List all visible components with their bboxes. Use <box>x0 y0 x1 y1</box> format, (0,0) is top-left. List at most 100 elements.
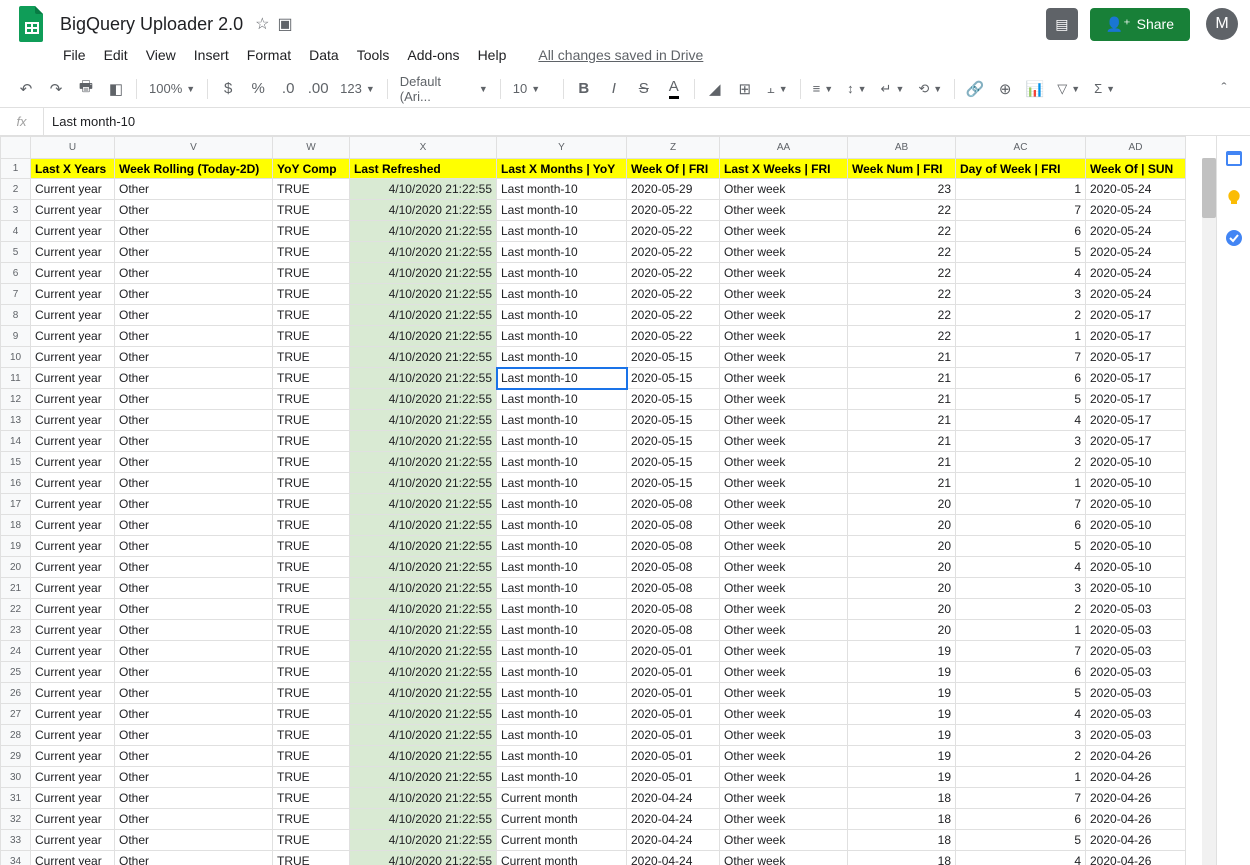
data-cell[interactable]: 4/10/2020 21:22:55 <box>350 620 497 641</box>
data-cell[interactable]: 4/10/2020 21:22:55 <box>350 536 497 557</box>
data-cell[interactable]: Last month-10 <box>497 200 627 221</box>
data-cell[interactable]: 2020-05-01 <box>627 767 720 788</box>
data-cell[interactable]: TRUE <box>273 284 350 305</box>
data-cell[interactable]: 4 <box>956 557 1086 578</box>
currency-icon[interactable]: $ <box>214 75 242 103</box>
data-cell[interactable]: 2020-05-22 <box>627 242 720 263</box>
data-cell[interactable]: TRUE <box>273 221 350 242</box>
header-cell[interactable]: Week Of | FRI <box>627 159 720 179</box>
data-cell[interactable]: 2020-05-08 <box>627 620 720 641</box>
header-cell[interactable]: Week Of | SUN <box>1086 159 1186 179</box>
chart-icon[interactable]: 📊 <box>1021 75 1049 103</box>
data-cell[interactable]: 2020-05-10 <box>1086 536 1186 557</box>
row-head-14[interactable]: 14 <box>1 431 31 452</box>
undo-icon[interactable]: ↶ <box>12 75 40 103</box>
data-cell[interactable]: Current year <box>31 599 115 620</box>
data-cell[interactable]: Last month-10 <box>497 599 627 620</box>
data-cell[interactable]: 2020-04-24 <box>627 830 720 851</box>
data-cell[interactable]: Current month <box>497 788 627 809</box>
data-cell[interactable]: Other week <box>720 767 848 788</box>
data-cell[interactable]: 4/10/2020 21:22:55 <box>350 179 497 200</box>
data-cell[interactable]: 2020-04-26 <box>1086 767 1186 788</box>
data-cell[interactable]: Other week <box>720 515 848 536</box>
data-cell[interactable]: 4 <box>956 851 1086 865</box>
data-cell[interactable]: Other <box>115 305 273 326</box>
data-cell[interactable]: 4/10/2020 21:22:55 <box>350 473 497 494</box>
data-cell[interactable]: 4/10/2020 21:22:55 <box>350 515 497 536</box>
data-cell[interactable]: 22 <box>848 284 956 305</box>
data-cell[interactable]: Other week <box>720 536 848 557</box>
data-cell[interactable]: 2020-05-15 <box>627 389 720 410</box>
data-cell[interactable]: TRUE <box>273 200 350 221</box>
data-cell[interactable]: Other <box>115 851 273 865</box>
data-cell[interactable]: 4/10/2020 21:22:55 <box>350 200 497 221</box>
decrease-decimal-icon[interactable]: .0 <box>274 75 302 103</box>
col-head-W[interactable]: W <box>273 137 350 159</box>
row-head-8[interactable]: 8 <box>1 305 31 326</box>
data-cell[interactable]: 18 <box>848 830 956 851</box>
data-cell[interactable]: Other <box>115 494 273 515</box>
data-cell[interactable]: Last month-10 <box>497 452 627 473</box>
data-cell[interactable]: TRUE <box>273 662 350 683</box>
data-cell[interactable]: 22 <box>848 200 956 221</box>
font-size-select[interactable]: 10▼ <box>507 81 557 96</box>
data-cell[interactable]: 18 <box>848 788 956 809</box>
data-cell[interactable]: Other week <box>720 305 848 326</box>
data-cell[interactable]: TRUE <box>273 179 350 200</box>
data-cell[interactable]: Current year <box>31 368 115 389</box>
data-cell[interactable]: 4/10/2020 21:22:55 <box>350 305 497 326</box>
data-cell[interactable]: Other week <box>720 389 848 410</box>
data-cell[interactable]: TRUE <box>273 263 350 284</box>
data-cell[interactable]: Other week <box>720 746 848 767</box>
col-head-Z[interactable]: Z <box>627 137 720 159</box>
data-cell[interactable]: 2020-05-08 <box>627 599 720 620</box>
data-cell[interactable]: TRUE <box>273 368 350 389</box>
data-cell[interactable]: Other <box>115 263 273 284</box>
data-cell[interactable]: Other week <box>720 641 848 662</box>
select-all-corner[interactable] <box>1 137 31 159</box>
data-cell[interactable]: Current year <box>31 578 115 599</box>
data-cell[interactable]: 21 <box>848 347 956 368</box>
row-head-25[interactable]: 25 <box>1 662 31 683</box>
data-cell[interactable]: 20 <box>848 620 956 641</box>
data-cell[interactable]: 4/10/2020 21:22:55 <box>350 641 497 662</box>
col-head-AA[interactable]: AA <box>720 137 848 159</box>
menu-view[interactable]: View <box>139 43 183 67</box>
data-cell[interactable]: Current year <box>31 620 115 641</box>
data-cell[interactable]: 2020-05-22 <box>627 284 720 305</box>
data-cell[interactable]: Other week <box>720 683 848 704</box>
data-cell[interactable]: 4/10/2020 21:22:55 <box>350 326 497 347</box>
data-cell[interactable]: 21 <box>848 452 956 473</box>
data-cell[interactable]: Current year <box>31 179 115 200</box>
data-cell[interactable]: Other week <box>720 200 848 221</box>
data-cell[interactable]: Current year <box>31 683 115 704</box>
data-cell[interactable]: Other <box>115 662 273 683</box>
sheets-logo[interactable] <box>12 4 52 44</box>
zoom-select[interactable]: 100%▼ <box>143 81 201 96</box>
data-cell[interactable]: 2020-05-15 <box>627 452 720 473</box>
data-cell[interactable]: Last month-10 <box>497 431 627 452</box>
row-head-2[interactable]: 2 <box>1 179 31 200</box>
data-cell[interactable]: 7 <box>956 494 1086 515</box>
data-cell[interactable]: Last month-10 <box>497 242 627 263</box>
data-cell[interactable]: 21 <box>848 389 956 410</box>
data-cell[interactable]: TRUE <box>273 347 350 368</box>
data-cell[interactable]: 2 <box>956 452 1086 473</box>
data-cell[interactable]: 2020-05-10 <box>1086 515 1186 536</box>
row-head-13[interactable]: 13 <box>1 410 31 431</box>
col-head-U[interactable]: U <box>31 137 115 159</box>
data-cell[interactable]: 4/10/2020 21:22:55 <box>350 578 497 599</box>
link-icon[interactable]: 🔗 <box>961 75 989 103</box>
row-head-9[interactable]: 9 <box>1 326 31 347</box>
data-cell[interactable]: Last month-10 <box>497 221 627 242</box>
data-cell[interactable]: Other <box>115 221 273 242</box>
data-cell[interactable]: 22 <box>848 263 956 284</box>
data-cell[interactable]: 4/10/2020 21:22:55 <box>350 431 497 452</box>
data-cell[interactable]: TRUE <box>273 410 350 431</box>
data-cell[interactable]: 19 <box>848 704 956 725</box>
data-cell[interactable]: Last month-10 <box>497 620 627 641</box>
data-cell[interactable]: Other <box>115 536 273 557</box>
data-cell[interactable]: TRUE <box>273 851 350 865</box>
data-cell[interactable]: Last month-10 <box>497 683 627 704</box>
data-cell[interactable]: 19 <box>848 746 956 767</box>
